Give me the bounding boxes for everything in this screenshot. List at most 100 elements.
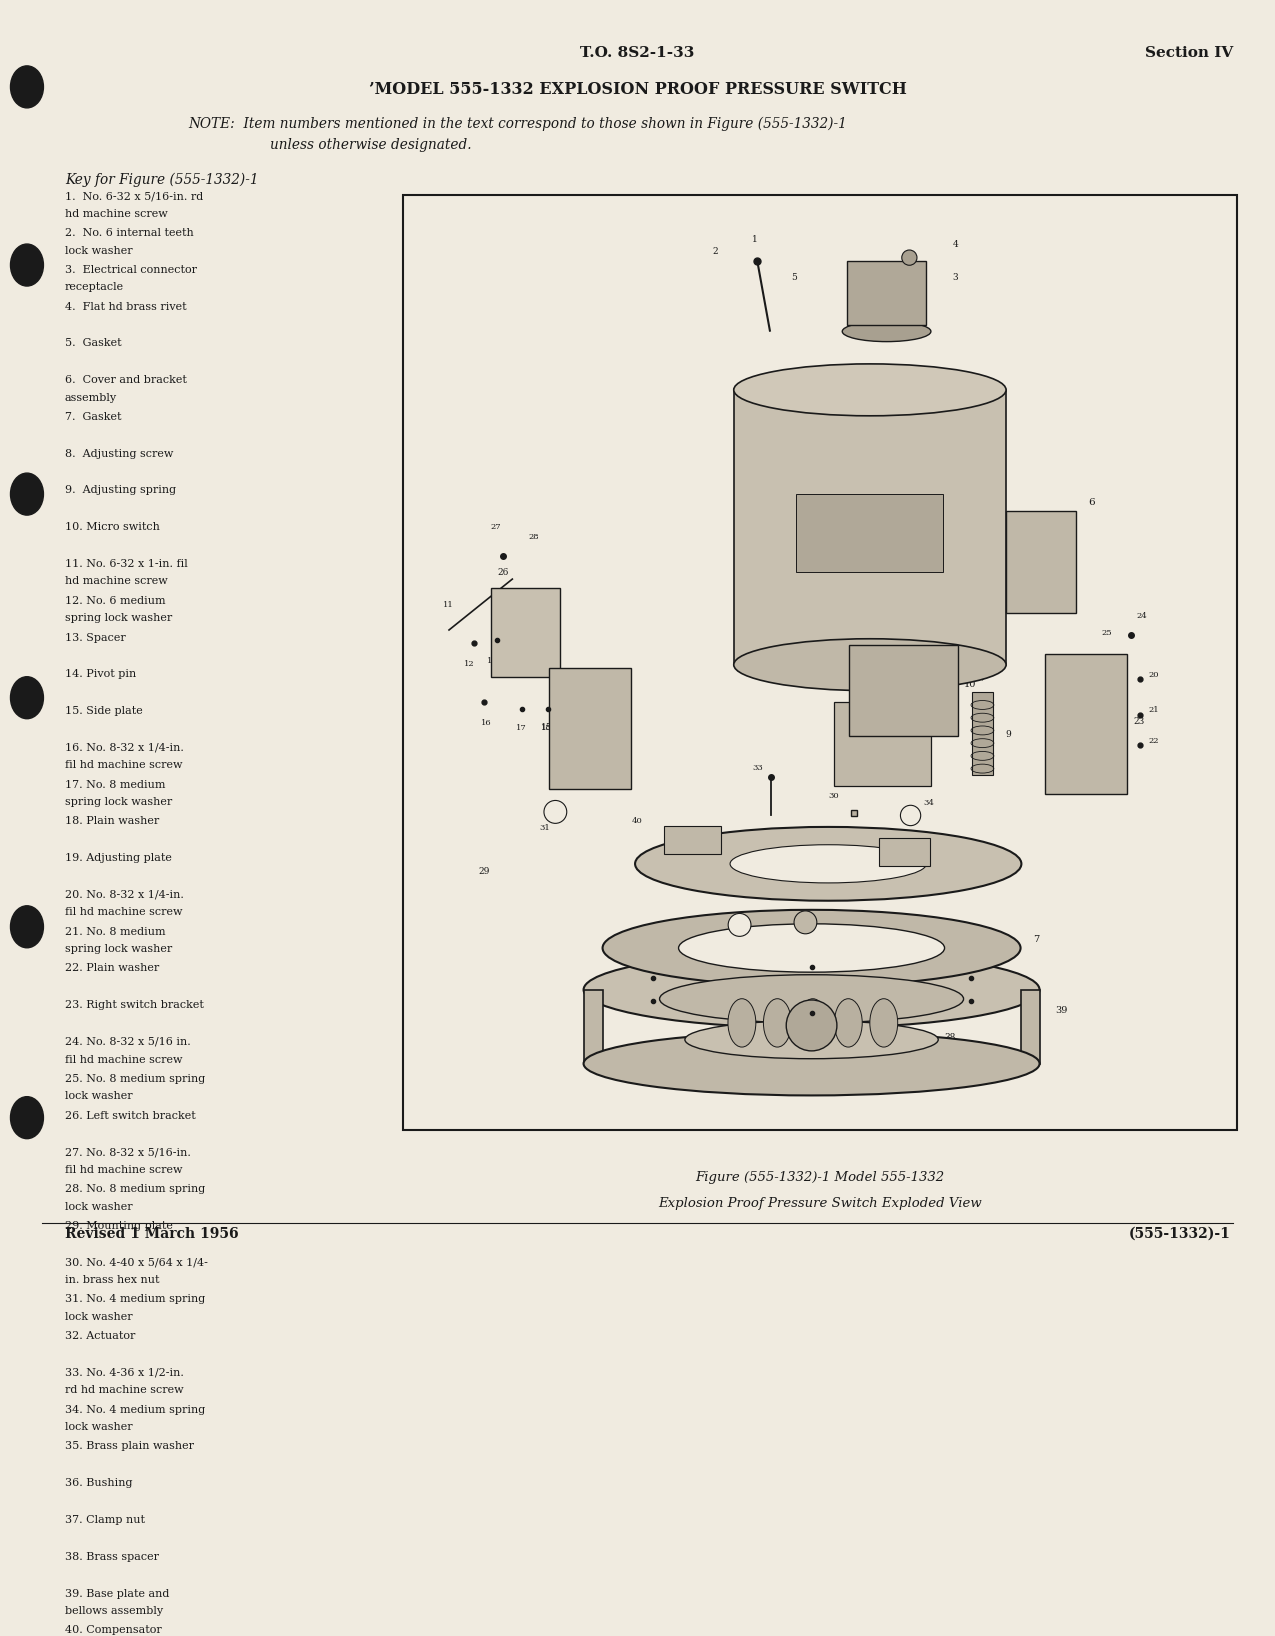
Text: 12. No. 6 medium: 12. No. 6 medium [65,596,166,605]
Text: 21. No. 8 medium: 21. No. 8 medium [65,926,166,937]
Text: lock washer: lock washer [65,1091,133,1101]
Text: 10: 10 [964,681,977,689]
FancyBboxPatch shape [403,195,1237,1130]
Text: 14. Pivot pin: 14. Pivot pin [65,669,136,679]
Text: 20. No. 8-32 x 1/4-in.: 20. No. 8-32 x 1/4-in. [65,890,184,900]
Text: 6: 6 [1089,497,1095,507]
Text: 3.  Electrical connector: 3. Electrical connector [65,265,196,275]
Ellipse shape [603,910,1020,987]
Ellipse shape [799,998,826,1047]
Text: 2.  No. 6 internal teeth: 2. No. 6 internal teeth [65,227,194,237]
Text: 31. No. 4 medium spring: 31. No. 4 medium spring [65,1294,205,1304]
Ellipse shape [870,998,898,1047]
Text: 1: 1 [752,234,757,244]
Text: 18: 18 [542,725,552,733]
Text: 39: 39 [1054,1006,1067,1014]
Ellipse shape [731,844,927,883]
Text: 26. Left switch bracket: 26. Left switch bracket [65,1111,196,1121]
Ellipse shape [733,638,1006,690]
Ellipse shape [728,998,756,1047]
Text: 19. Adjusting plate: 19. Adjusting plate [65,852,172,864]
FancyBboxPatch shape [550,667,631,789]
Text: 27: 27 [491,524,501,532]
Circle shape [728,913,751,936]
Text: 5: 5 [792,273,797,283]
Text: 11. No. 6-32 x 1-in. fil: 11. No. 6-32 x 1-in. fil [65,560,187,569]
Text: 23. Right switch bracket: 23. Right switch bracket [65,1000,204,1009]
Text: spring lock washer: spring lock washer [65,614,172,623]
Text: 36. Bushing: 36. Bushing [65,1479,133,1489]
Text: fil hd machine screw: fil hd machine screw [65,1165,182,1175]
Text: 7: 7 [1033,934,1039,944]
Text: lock washer: lock washer [65,1312,133,1322]
Text: 13: 13 [487,658,497,666]
Ellipse shape [10,677,43,718]
Text: NOTE:  Item numbers mentioned in the text correspond to those shown in Figure (5: NOTE: Item numbers mentioned in the text… [187,116,847,131]
Text: 22. Plain washer: 22. Plain washer [65,964,159,973]
Text: 4.  Flat hd brass rivet: 4. Flat hd brass rivet [65,301,186,311]
Text: 14: 14 [870,685,881,695]
Ellipse shape [678,924,945,972]
Text: hd machine screw: hd machine screw [65,576,168,586]
Circle shape [901,250,917,265]
Text: 18. Plain washer: 18. Plain washer [65,816,159,826]
Text: 31: 31 [539,823,550,831]
Ellipse shape [733,363,1006,416]
Text: 40: 40 [632,816,643,825]
Text: receptacle: receptacle [65,283,124,293]
Text: 29: 29 [478,867,490,875]
Text: 13. Spacer: 13. Spacer [65,633,126,643]
Text: in. brass hex nut: in. brass hex nut [65,1274,159,1286]
Ellipse shape [584,952,1039,1027]
Text: 8: 8 [997,648,1003,656]
Text: 7.  Gasket: 7. Gasket [65,412,121,422]
Text: 30. No. 4-40 x 5/64 x 1/4-: 30. No. 4-40 x 5/64 x 1/4- [65,1258,208,1268]
Text: 1.  No. 6-32 x 5/16-in. rd: 1. No. 6-32 x 5/16-in. rd [65,191,203,201]
FancyBboxPatch shape [797,494,944,573]
Text: 6.  Cover and bracket: 6. Cover and bracket [65,375,187,384]
FancyBboxPatch shape [973,692,992,775]
Text: 28: 28 [529,533,539,542]
Ellipse shape [10,65,43,108]
Text: 34: 34 [923,800,935,807]
Text: 5.  Gasket: 5. Gasket [65,339,121,348]
Text: 28. No. 8 medium spring: 28. No. 8 medium spring [65,1184,205,1194]
FancyBboxPatch shape [491,587,560,677]
Text: 23: 23 [1133,717,1145,726]
Ellipse shape [764,998,792,1047]
Text: 17. No. 8 medium: 17. No. 8 medium [65,780,166,790]
Text: 32. Actuator: 32. Actuator [65,1332,135,1342]
FancyBboxPatch shape [1046,654,1127,793]
Text: 40. Compensator: 40. Compensator [65,1625,162,1636]
Circle shape [787,1000,836,1050]
Text: 36: 36 [820,934,830,942]
FancyBboxPatch shape [584,990,603,1063]
Text: fil hd machine screw: fil hd machine screw [65,761,182,771]
Circle shape [544,800,567,823]
Text: 27. No. 8-32 x 5/16-in.: 27. No. 8-32 x 5/16-in. [65,1147,191,1157]
Text: Figure (555-1332)-1 Model 555-1332: Figure (555-1332)-1 Model 555-1332 [695,1171,945,1184]
Text: 39. Base plate and: 39. Base plate and [65,1589,170,1598]
Text: 32: 32 [932,844,944,852]
Text: 15: 15 [542,723,553,733]
Text: (555-1332)-1: (555-1332)-1 [1128,1227,1230,1242]
Text: hd machine screw: hd machine screw [65,209,168,219]
Text: 38: 38 [945,1032,956,1042]
Text: Key for Figure (555-1332)-1: Key for Figure (555-1332)-1 [65,172,259,187]
Text: 35: 35 [711,937,723,944]
Text: 37: 37 [970,991,982,1001]
FancyBboxPatch shape [834,702,931,785]
Text: 9: 9 [1005,730,1011,739]
FancyBboxPatch shape [848,262,926,326]
Text: 10. Micro switch: 10. Micro switch [65,522,159,532]
Text: 24. No. 8-32 x 5/16 in.: 24. No. 8-32 x 5/16 in. [65,1037,191,1047]
Ellipse shape [10,244,43,286]
Text: 21: 21 [1149,707,1159,715]
FancyBboxPatch shape [663,826,720,854]
Text: 16: 16 [481,720,491,726]
Text: T.O. 8S2-1-33: T.O. 8S2-1-33 [580,46,695,61]
Circle shape [900,805,921,826]
Text: lock washer: lock washer [65,1201,133,1212]
Text: 8.  Adjusting screw: 8. Adjusting screw [65,448,173,458]
Ellipse shape [834,998,862,1047]
